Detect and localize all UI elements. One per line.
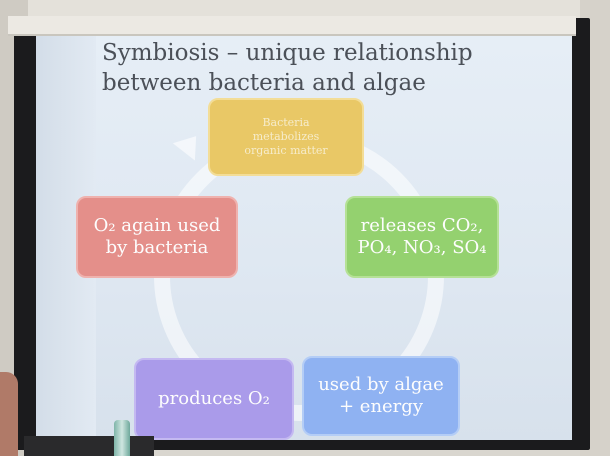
cycle-node-used-by-algae: used by algae + energy [302,356,460,436]
cycle-node-releases: releases CO₂, PO₄, NO₃, SO₄ [345,196,499,278]
node-text: PO₄, NO₃, SO₄ [357,237,487,258]
title-line-1: Symbiosis – unique relationship [102,40,473,66]
node-text: + energy [338,396,423,417]
node-text: releases CO₂, [360,215,484,236]
desk [24,436,154,456]
person-arm [0,372,18,456]
slide-title: Symbiosis – unique relationship between … [102,38,562,98]
screen-housing [8,16,576,36]
node-text: metabolizes [252,130,320,143]
cycle-node-o2-used: O₂ again used by bacteria [76,196,238,278]
node-text: O₂ again used [93,215,221,236]
cycle-arrow-icon [172,127,208,161]
node-text: produces O₂ [158,388,270,409]
node-text: by bacteria [105,237,209,258]
slide: Symbiosis – unique relationship between … [36,36,572,440]
water-bottle [114,420,130,456]
node-text: organic matter [244,144,328,157]
title-line-2: between bacteria and algae [102,70,426,96]
cycle-node-produces-o2: produces O₂ [134,358,294,440]
node-text: used by algae [318,374,444,395]
cycle-node-bacteria: Bacteria metabolizes organic matter [208,98,364,176]
node-text: Bacteria [262,116,310,129]
